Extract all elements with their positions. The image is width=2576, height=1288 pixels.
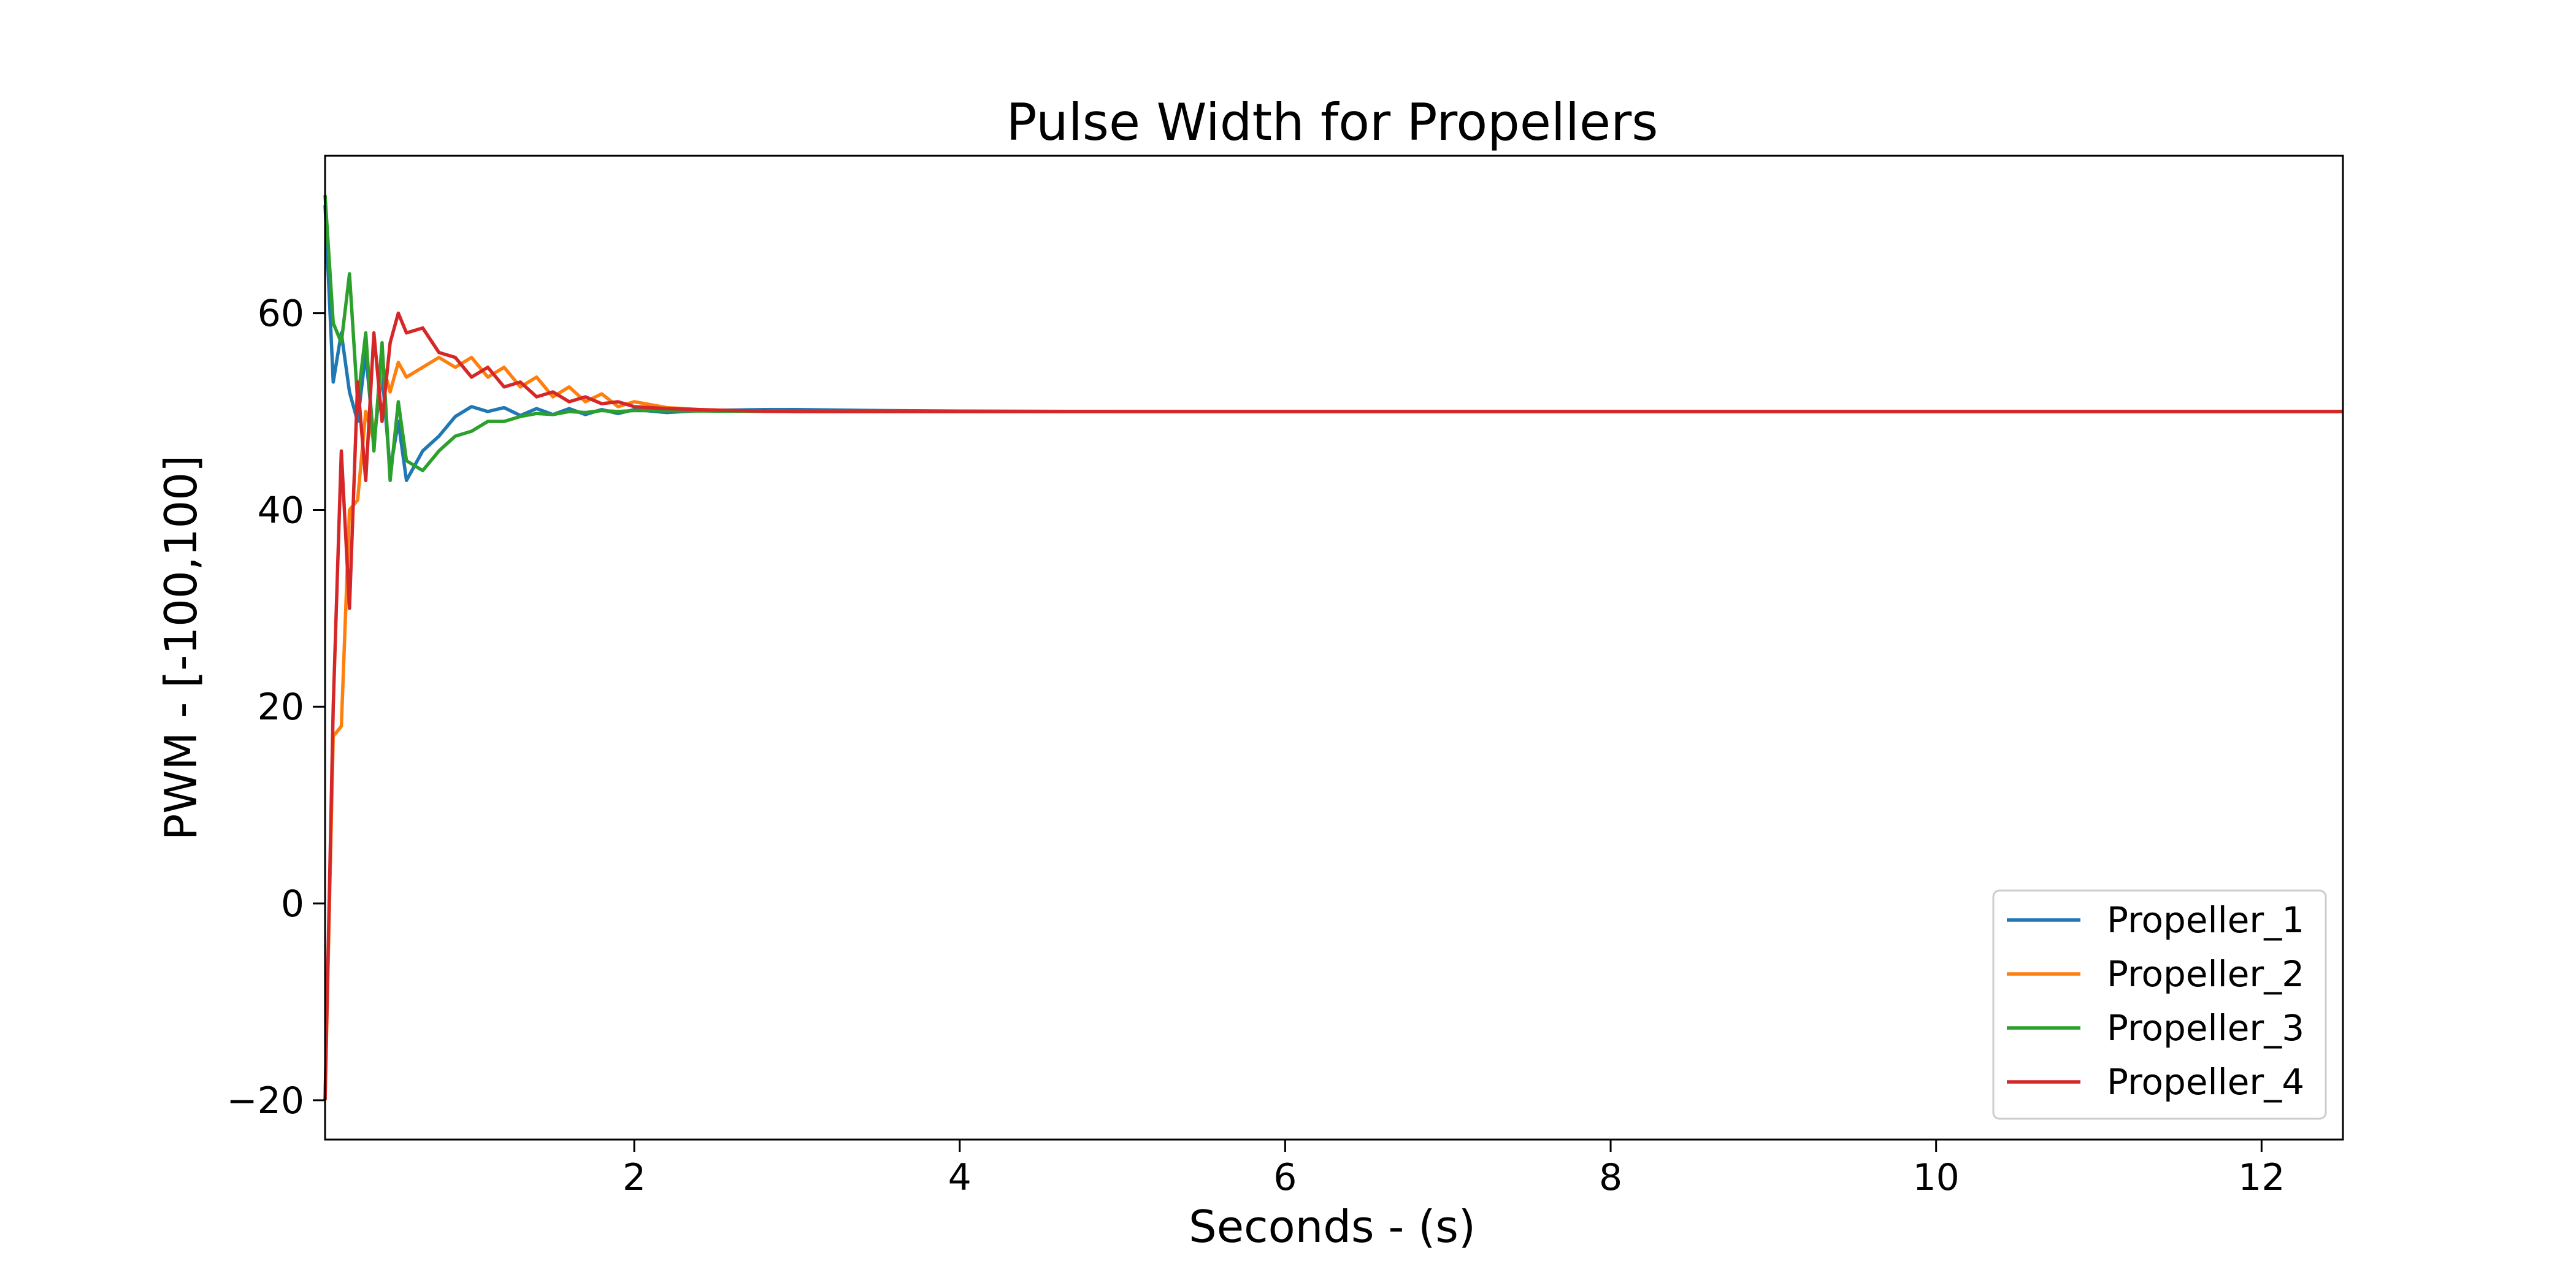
y-tick-label: 0 bbox=[281, 883, 304, 926]
legend-items: Propeller_1 Propeller_2 Propeller_3 Propell… bbox=[2007, 899, 2304, 1103]
y-axis-label: PWM - [-100,100] bbox=[155, 455, 207, 840]
x-tick-label: 8 bbox=[1599, 1156, 1622, 1199]
chart-title: Pulse Width for Propellers bbox=[1006, 93, 1658, 152]
x-tick-label: 4 bbox=[948, 1156, 972, 1199]
x-tick-label: 12 bbox=[2238, 1156, 2285, 1199]
legend-label-1: Propeller_1 bbox=[2107, 899, 2304, 941]
y-tick-label: −20 bbox=[226, 1079, 304, 1122]
y-tick-label: 20 bbox=[258, 686, 304, 729]
legend-label-2: Propeller_2 bbox=[2107, 953, 2304, 995]
y-tick-label: 40 bbox=[258, 489, 304, 532]
legend-label-3: Propeller_3 bbox=[2107, 1007, 2304, 1049]
legend: Propeller_1 Propeller_2 Propeller_3 Propell… bbox=[1992, 889, 2327, 1120]
legend-box bbox=[1992, 889, 2327, 1120]
y-axis: −20 0 20 40 60 bbox=[226, 293, 325, 1122]
y-tick-label: 60 bbox=[258, 293, 304, 335]
series-line-4 bbox=[323, 311, 2343, 1100]
x-axis-label: Seconds - (s) bbox=[1189, 1201, 1476, 1252]
x-tick-label: 10 bbox=[1913, 1156, 1960, 1199]
plot-frame bbox=[324, 155, 2344, 1141]
series-layer bbox=[323, 195, 2343, 1100]
x-tick-label: 2 bbox=[623, 1156, 646, 1199]
x-axis: 2 4 6 8 10 12 bbox=[623, 1140, 2285, 1199]
series-line-3 bbox=[323, 195, 2343, 483]
legend-label-4: Propeller_4 bbox=[2107, 1061, 2304, 1103]
x-tick-label: 6 bbox=[1273, 1156, 1297, 1199]
